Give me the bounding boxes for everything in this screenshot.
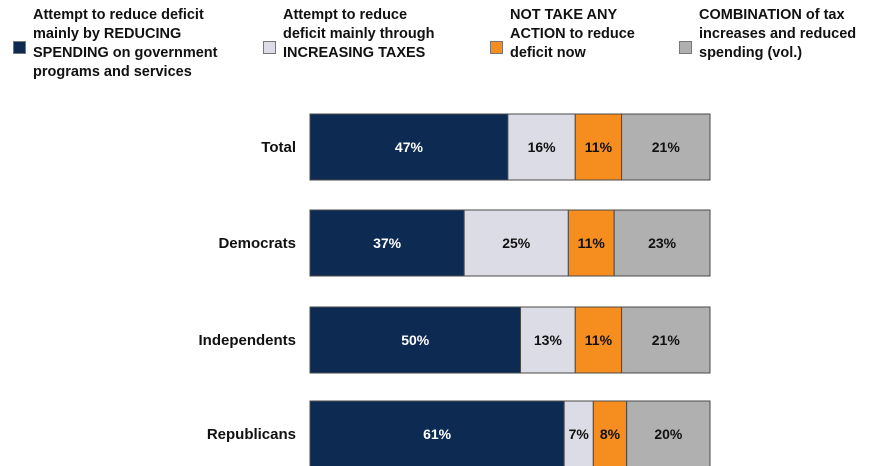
data-label-independents-1: 13% bbox=[534, 332, 563, 348]
legend-item-reduce-spending: Attempt to reduce deficit mainly by REDU… bbox=[13, 6, 218, 82]
data-label-independents-0: 50% bbox=[401, 332, 430, 348]
data-label-total-0: 47% bbox=[395, 139, 424, 155]
data-label-democrats-2: 11% bbox=[578, 235, 606, 251]
category-label-republicans: Republicans bbox=[207, 426, 296, 443]
data-label-democrats-1: 25% bbox=[502, 235, 531, 251]
bar-segment-total-0 bbox=[309, 113, 509, 181]
legend-swatch-combination bbox=[679, 41, 692, 54]
category-label-democrats: Democrats bbox=[218, 235, 296, 252]
bar-segment-democrats-3 bbox=[613, 209, 711, 277]
bar-segment-independents-2 bbox=[574, 306, 623, 374]
data-label-independents-2: 11% bbox=[585, 332, 613, 348]
bar-segment-republicans-3 bbox=[626, 400, 711, 466]
data-label-total-3: 21% bbox=[652, 139, 681, 155]
bar-segment-republicans-2 bbox=[592, 400, 628, 466]
bar-segment-independents-3 bbox=[621, 306, 711, 374]
legend-label-reduce-spending: Attempt to reduce deficit mainly by REDU… bbox=[33, 7, 218, 80]
bar-segment-democrats-0 bbox=[309, 209, 465, 277]
legend-swatch-no-action bbox=[490, 41, 503, 54]
bar-segment-total-2 bbox=[574, 113, 623, 181]
data-label-republicans-1: 7% bbox=[569, 426, 590, 442]
legend-label-combination: COMBINATION of tax increases and reduced… bbox=[699, 7, 857, 61]
data-label-republicans-3: 20% bbox=[654, 426, 683, 442]
legend-label-no-action: NOT TAKE ANY ACTION to reduce deficit no… bbox=[510, 7, 635, 61]
data-label-total-2: 11% bbox=[585, 139, 613, 155]
legend-swatch-increase-taxes bbox=[263, 41, 276, 54]
data-label-total-1: 16% bbox=[528, 139, 557, 155]
bar-segment-total-3 bbox=[621, 113, 711, 181]
legend-item-no-action: NOT TAKE ANY ACTION to reduce deficit no… bbox=[490, 6, 635, 63]
data-label-republicans-2: 8% bbox=[600, 426, 621, 442]
bar-segment-independents-1 bbox=[520, 306, 576, 374]
category-label-total: Total bbox=[261, 139, 296, 156]
bar-segment-total-1 bbox=[507, 113, 576, 181]
data-label-independents-3: 21% bbox=[652, 332, 681, 348]
legend-swatch-reduce-spending bbox=[13, 41, 26, 54]
legend-item-increase-taxes: Attempt to reduce deficit mainly through… bbox=[263, 6, 434, 63]
data-label-democrats-3: 23% bbox=[648, 235, 677, 251]
bar-segment-democrats-1 bbox=[463, 209, 569, 277]
data-label-democrats-0: 37% bbox=[373, 235, 402, 251]
legend-item-combination: COMBINATION of tax increases and reduced… bbox=[679, 6, 856, 63]
data-label-republicans-0: 61% bbox=[423, 426, 452, 442]
category-label-independents: Independents bbox=[198, 332, 296, 349]
bar-segment-republicans-1 bbox=[563, 400, 594, 466]
legend-label-increase-taxes: Attempt to reduce deficit mainly through… bbox=[283, 7, 435, 61]
